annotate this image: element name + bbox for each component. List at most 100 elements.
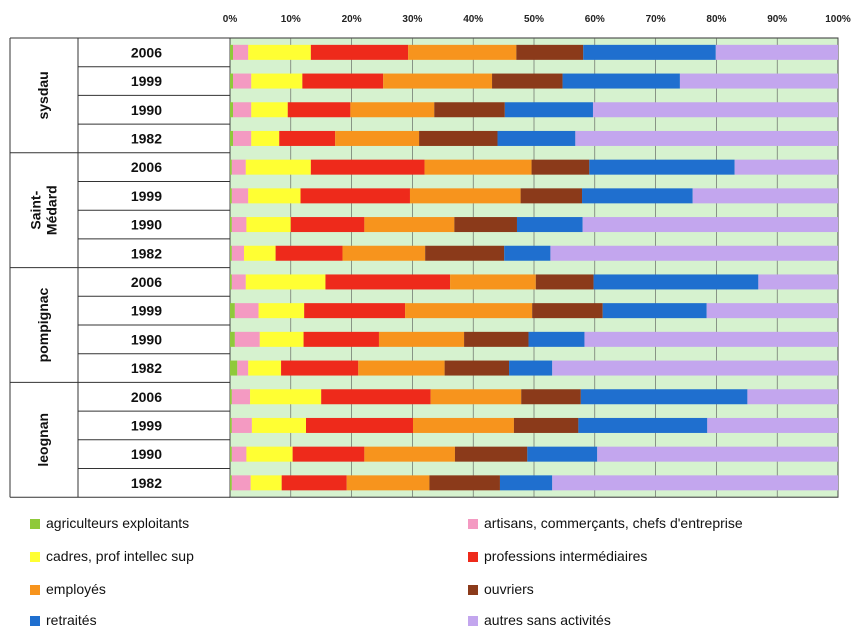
bar-segment bbox=[430, 389, 522, 405]
bar-segment bbox=[292, 446, 365, 462]
year-label: 1982 bbox=[131, 475, 162, 491]
legend-label: cadres, prof intellec sup bbox=[46, 548, 194, 564]
bar-segment bbox=[233, 73, 252, 89]
bar-segment bbox=[383, 73, 493, 89]
bar-segment bbox=[497, 130, 576, 146]
bar-segment bbox=[419, 130, 498, 146]
bar-segment bbox=[246, 446, 293, 462]
bar-segment bbox=[602, 303, 707, 319]
bar-segment bbox=[454, 217, 517, 233]
bar-segment bbox=[358, 360, 445, 376]
bar-segment bbox=[346, 475, 430, 491]
bar-segment bbox=[245, 159, 311, 175]
x-axis-ticks: 0% 10% 20% 30% 40% 50% 60% 70% 80% 90% 100% bbox=[223, 14, 851, 25]
bar-segment bbox=[516, 44, 584, 60]
bar-segment bbox=[583, 44, 716, 60]
bar-segment bbox=[335, 130, 420, 146]
bar-segment bbox=[281, 360, 359, 376]
year-label: 1990 bbox=[131, 446, 162, 462]
bar-segment bbox=[231, 217, 247, 233]
bar-segment bbox=[364, 217, 455, 233]
bar-segment bbox=[535, 274, 594, 290]
bar-segment bbox=[248, 188, 301, 204]
bar-segment bbox=[306, 417, 414, 433]
bar-segment bbox=[321, 389, 431, 405]
bar-segment bbox=[520, 188, 583, 204]
bar-segment bbox=[246, 217, 291, 233]
bar-segment bbox=[230, 417, 232, 433]
bar-segment bbox=[592, 102, 838, 118]
x-tick-label: 20% bbox=[342, 14, 362, 25]
bar-segment bbox=[464, 331, 529, 347]
group-label-line: Médard bbox=[44, 185, 60, 235]
year-label: 1990 bbox=[131, 331, 162, 347]
bar-segment bbox=[707, 417, 838, 433]
bar-segment bbox=[350, 102, 435, 118]
bar-segment bbox=[450, 274, 536, 290]
bar-segment bbox=[578, 417, 708, 433]
year-label: 1999 bbox=[131, 73, 162, 89]
legend-label: professions intermédiaires bbox=[484, 548, 647, 564]
bar-segment bbox=[597, 446, 838, 462]
bar-segment bbox=[275, 245, 343, 261]
bar-segment bbox=[425, 245, 505, 261]
group-label-line: sysdau bbox=[35, 71, 51, 119]
bar-segment bbox=[528, 331, 585, 347]
legend-swatch bbox=[30, 519, 40, 529]
x-tick-label: 60% bbox=[585, 14, 605, 25]
bar-segment bbox=[231, 159, 246, 175]
bar-segment bbox=[231, 417, 252, 433]
bar-segment bbox=[378, 331, 465, 347]
bar-segment bbox=[429, 475, 500, 491]
group-label: sysdau bbox=[35, 71, 51, 119]
legend-label: ouvriers bbox=[484, 581, 534, 597]
year-label: 1982 bbox=[131, 360, 162, 376]
bar-segment bbox=[492, 73, 563, 89]
year-label: 1982 bbox=[131, 245, 162, 261]
bar-segment bbox=[251, 102, 288, 118]
bar-segment bbox=[230, 188, 232, 204]
bar-segment bbox=[593, 274, 759, 290]
bar-segment bbox=[550, 245, 838, 261]
bar-segment bbox=[230, 73, 234, 89]
bar-segment bbox=[230, 389, 232, 405]
bar-segment bbox=[582, 217, 838, 233]
bar-segment bbox=[364, 446, 455, 462]
bar-segment bbox=[552, 475, 838, 491]
bar-segment bbox=[679, 73, 838, 89]
bar-segment bbox=[230, 475, 232, 491]
bar-segment bbox=[692, 188, 838, 204]
bar-segment bbox=[575, 130, 838, 146]
bar-segment bbox=[231, 274, 246, 290]
group-label-line: Saint- bbox=[27, 190, 43, 229]
bar-segment bbox=[231, 475, 251, 491]
bar-segment bbox=[300, 188, 410, 204]
bar-segment bbox=[444, 360, 510, 376]
group-label-line: leognan bbox=[35, 413, 51, 467]
bar-segment bbox=[231, 245, 244, 261]
bar-segment bbox=[589, 159, 735, 175]
group-label: pompignac bbox=[35, 287, 51, 362]
bar-segment bbox=[230, 245, 232, 261]
legend-label: agriculteurs exploitants bbox=[46, 515, 189, 531]
bar-segment bbox=[251, 417, 306, 433]
legend-swatch bbox=[468, 552, 478, 562]
legend-swatch bbox=[30, 585, 40, 595]
bar-segment bbox=[250, 389, 322, 405]
bar-segment bbox=[521, 389, 581, 405]
bar-segment bbox=[233, 130, 252, 146]
bar-segment bbox=[231, 446, 247, 462]
x-tick-label: 10% bbox=[281, 14, 301, 25]
bar-segment bbox=[230, 360, 238, 376]
x-tick-label: 40% bbox=[463, 14, 483, 25]
bar-segment bbox=[259, 331, 304, 347]
legend-swatch bbox=[468, 585, 478, 595]
bar-segment bbox=[413, 417, 514, 433]
group-label-line: pompignac bbox=[35, 287, 51, 362]
bar-segment bbox=[408, 44, 517, 60]
bar-segment bbox=[230, 446, 232, 462]
bar-segment bbox=[499, 475, 553, 491]
year-label: 1990 bbox=[131, 217, 162, 233]
bar-segment bbox=[230, 331, 235, 347]
